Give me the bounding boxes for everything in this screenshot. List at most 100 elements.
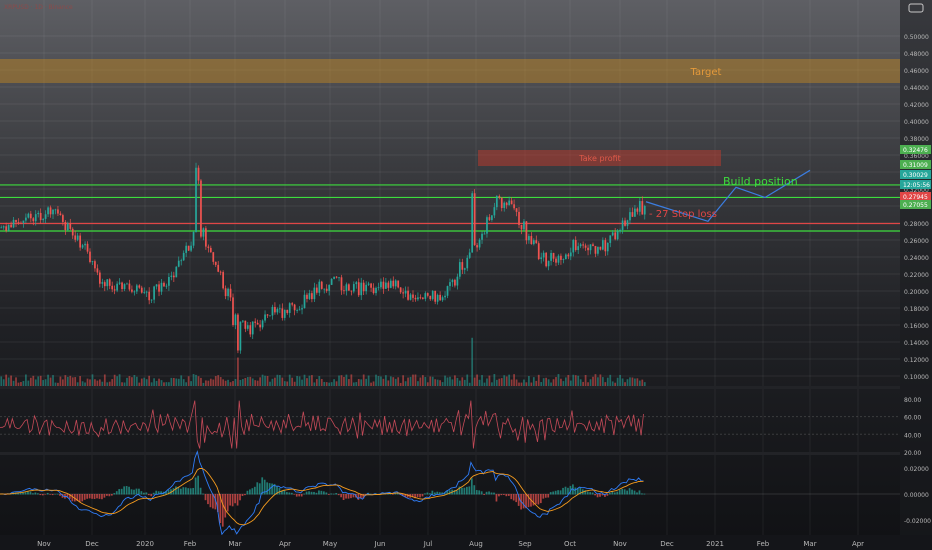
candle [520,224,523,230]
candle [643,206,646,215]
candle [456,276,459,286]
macd-histogram-bar [628,488,631,495]
volume-bar [385,375,387,386]
candle [429,295,432,300]
macd-histogram-bar [638,490,641,495]
volume-bar [140,378,143,386]
candle [557,255,560,263]
volume-bars [0,337,646,386]
macd-histogram-bar [468,486,471,495]
candle [389,280,392,288]
macd-histogram-bar [91,494,93,499]
macd-histogram-bar [636,492,638,495]
macd-histogram-bar [263,479,266,495]
volume-bar [126,377,128,386]
candle [614,232,617,240]
candle [239,321,242,351]
macd-histogram-bar [340,494,342,498]
volume-bar [619,374,621,386]
price-tick: 0.44000 [904,85,929,92]
macd-histogram-bar [120,488,123,495]
candle [155,284,158,287]
candle [140,287,143,293]
macd-histogram-bar [216,494,219,513]
candle [382,281,385,289]
volume-bar [555,377,557,386]
volume-bar [552,379,555,386]
volume-bar [232,381,234,386]
candle [27,213,30,218]
candle [131,289,133,292]
volume-bar [355,382,358,386]
candle [301,308,303,310]
candle [224,288,227,297]
candle [311,293,313,300]
time-label: Mar [228,540,241,548]
volume-bar [456,377,459,386]
time-label: Feb [757,540,770,548]
candle [283,309,286,318]
volume-bar [148,375,151,386]
candle [39,212,42,221]
volume-bar [463,379,466,386]
macd-histogram-bar [140,491,143,495]
macd-histogram-bar [51,494,54,496]
volume-bar [478,379,481,386]
volume-bar [560,378,562,386]
volume-bar [84,382,86,386]
volume-bar [27,380,30,386]
macd-histogram-bar [335,493,338,495]
candle [380,281,382,288]
candle [328,284,331,291]
candle [7,224,10,231]
macd-histogram-bar [421,494,424,497]
time-label: Aug [469,540,483,548]
candle [532,240,535,245]
macd-histogram-bar [547,494,550,498]
candle [25,217,27,221]
macd-histogram-bar [495,494,498,502]
volume-bar [177,378,180,386]
macd-histogram-bar [118,489,121,495]
candle [333,276,335,279]
rsi-tick: 20.00 [904,450,921,457]
volume-bar [606,377,609,386]
macd-histogram-bar [527,494,530,508]
macd-histogram-bar [576,487,579,495]
volume-bar [372,381,375,386]
volume-bar [387,380,390,386]
volume-bar [12,380,15,386]
macd-histogram-bar [323,491,325,495]
macd-histogram-bar [157,491,160,495]
candle [348,284,350,291]
volume-bar [227,379,229,386]
price-badge [900,145,931,154]
volume-bar [382,378,385,386]
candle [160,282,163,292]
price-badge-label: 12:05:56 [903,182,930,189]
candle [407,290,409,300]
macd-histogram-bar [300,494,303,497]
macd-histogram-bar [81,494,84,502]
macd-histogram-bar [431,490,434,495]
macd-histogram-bar [382,492,384,495]
price-tick: 0.14000 [904,340,929,347]
price-badge [900,170,931,179]
volume-bar [439,380,441,386]
volume-bar [515,379,518,386]
macd-histogram-bar [36,493,39,495]
candle [601,240,604,250]
menu-icon[interactable] [908,3,924,13]
candle [491,215,493,220]
volume-bar [380,376,382,386]
projection-path [645,169,811,222]
candle [108,279,111,286]
candle [385,282,387,289]
candle [229,288,232,298]
volume-bar [17,382,20,386]
candle [123,284,126,290]
macd-histogram-bar [596,494,599,498]
volume-bar [350,374,353,386]
candle [355,282,358,285]
